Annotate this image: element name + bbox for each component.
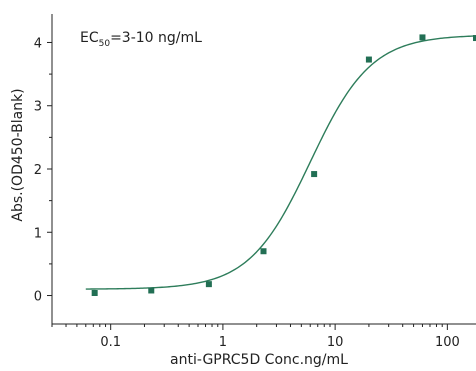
y-tick-label: 3 — [34, 100, 42, 115]
x-tick-label: 100 — [435, 335, 460, 350]
y-tick-label: 2 — [34, 163, 42, 178]
x-tick-label: 10 — [327, 335, 344, 350]
ec50-annotation-rest: =3-10 ng/mL — [110, 30, 202, 46]
y-tick-label: 4 — [34, 36, 42, 51]
x-ticks: 0.1 1 10 100 — [100, 324, 460, 350]
ec50-annotation-main: EC — [80, 30, 99, 46]
x-axis-label: anti-GPRC5D Conc.ng/mL — [170, 352, 348, 368]
x-tick-label: 0.1 — [100, 335, 121, 350]
y-tick-label: 1 — [34, 226, 42, 241]
ec50-annotation: EC50=3-10 ng/mL — [80, 30, 202, 49]
x-tick-label: 1 — [219, 335, 227, 350]
data-point — [91, 290, 98, 296]
data-point — [473, 35, 476, 42]
y-tick-label: 0 — [34, 290, 42, 305]
ec50-annotation-subscript: 50 — [99, 39, 111, 49]
data-point — [311, 171, 318, 178]
y-ticks: 0 1 2 3 4 — [34, 36, 52, 305]
data-point — [365, 56, 372, 63]
y-axis-label: Abs.(OD450-Blank) — [10, 88, 26, 221]
data-point — [419, 34, 426, 41]
data-point — [260, 248, 267, 255]
fit-curve — [85, 35, 476, 290]
data-points — [91, 34, 476, 296]
data-point — [148, 287, 155, 294]
axes — [51, 14, 476, 325]
x-minor-ticks — [51, 324, 443, 327]
data-point — [205, 281, 212, 288]
